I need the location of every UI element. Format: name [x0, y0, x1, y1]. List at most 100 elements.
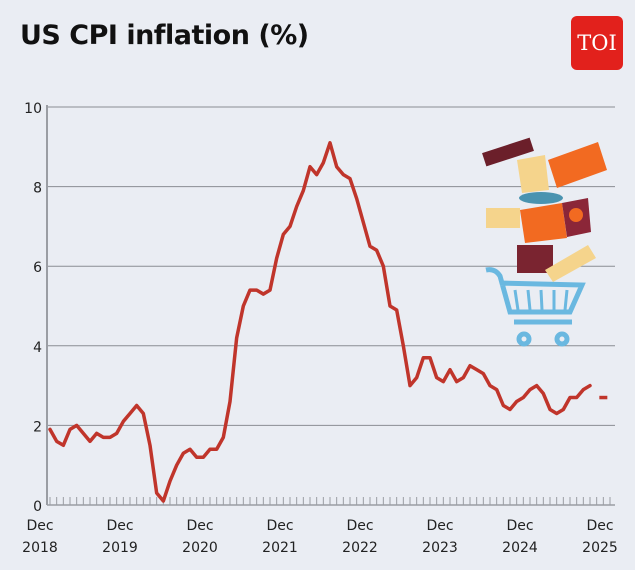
y-tick-label: 0 — [33, 499, 42, 515]
x-tick-label-month: Dec — [186, 518, 213, 534]
data-point — [422, 356, 425, 359]
data-point — [235, 336, 238, 339]
x-tick-label-year: 2021 — [262, 540, 298, 556]
data-point — [535, 384, 538, 387]
data-point — [149, 444, 152, 447]
data-point — [415, 376, 418, 379]
y-tick-label: 4 — [33, 340, 42, 356]
data-point — [389, 305, 392, 308]
data-point — [495, 388, 498, 391]
data-point — [255, 289, 258, 292]
data-point — [269, 289, 272, 292]
box-icon — [486, 208, 520, 228]
data-point — [95, 432, 98, 435]
data-point — [355, 197, 358, 200]
data-point — [309, 165, 312, 168]
data-point — [475, 368, 478, 371]
data-point — [162, 500, 165, 503]
x-tick-label-month: Dec — [266, 518, 293, 534]
data-point — [202, 456, 205, 459]
data-point — [575, 396, 578, 399]
data-point — [382, 265, 385, 268]
data-point — [395, 308, 398, 311]
x-tick-label-month: Dec — [586, 518, 613, 534]
data-point — [135, 404, 138, 407]
data-point — [462, 376, 465, 379]
cpi-series-line — [48, 141, 592, 503]
data-point — [189, 448, 192, 451]
data-point — [342, 173, 345, 176]
data-point — [435, 376, 438, 379]
data-point — [175, 464, 178, 467]
shopping-cart-illustration — [482, 137, 607, 347]
x-tick-label-month: Dec — [426, 518, 453, 534]
box-icon — [517, 245, 553, 273]
package-icon — [548, 142, 607, 188]
x-tick-label-month: Dec — [346, 518, 373, 534]
data-point — [229, 400, 232, 403]
y-tick-label: 8 — [33, 181, 42, 197]
data-point — [122, 420, 125, 423]
data-point — [49, 428, 52, 431]
data-point — [515, 400, 518, 403]
x-tick-label-month: Dec — [106, 518, 133, 534]
x-tick-label-year: 2022 — [342, 540, 378, 556]
data-point — [182, 452, 185, 455]
data-point — [222, 436, 225, 439]
x-tick-label-month: Dec — [506, 518, 533, 534]
data-point — [289, 225, 292, 228]
data-point — [329, 141, 332, 144]
x-tick-label-month: Dec — [26, 518, 53, 534]
box-icon — [545, 245, 596, 282]
x-tick-label-year: 2019 — [102, 540, 138, 556]
data-point — [102, 436, 105, 439]
data-point — [582, 388, 585, 391]
data-point — [242, 305, 245, 308]
data-point — [489, 384, 492, 387]
data-point — [335, 165, 338, 168]
data-point — [249, 289, 252, 292]
data-point — [555, 412, 558, 415]
y-tick-label: 6 — [33, 260, 42, 276]
data-point — [362, 221, 365, 224]
x-tick-label-year: 2023 — [422, 540, 458, 556]
data-point — [129, 412, 132, 415]
gift-box-icon — [482, 137, 534, 167]
data-point — [322, 161, 325, 164]
data-point — [589, 384, 592, 387]
data-point — [82, 432, 85, 435]
data-point — [562, 408, 565, 411]
disc-icon — [519, 192, 563, 204]
data-point — [502, 404, 505, 407]
data-point — [89, 440, 92, 443]
chart-title: US CPI inflation (%) — [20, 20, 309, 51]
data-point — [429, 356, 432, 359]
data-point — [69, 428, 72, 431]
x-tick-label-year: 2025 — [582, 540, 618, 556]
data-point — [282, 233, 285, 236]
x-tick-label-year: 2020 — [182, 540, 218, 556]
y-tick-label: 2 — [33, 419, 42, 435]
cart-icon — [485, 267, 586, 347]
package-icon — [520, 203, 567, 243]
data-point — [209, 448, 212, 451]
data-point — [522, 396, 525, 399]
data-point — [469, 364, 472, 367]
data-point — [602, 396, 605, 399]
data-point — [455, 380, 458, 383]
y-tick-label: 10 — [24, 101, 42, 117]
data-point — [295, 205, 298, 208]
data-point — [302, 189, 305, 192]
data-point — [215, 448, 218, 451]
data-point — [275, 257, 278, 260]
data-point — [369, 245, 372, 248]
data-point — [62, 444, 65, 447]
data-point — [349, 177, 352, 180]
data-point — [542, 392, 545, 395]
data-point — [155, 492, 158, 495]
data-point — [569, 396, 572, 399]
data-point — [75, 424, 78, 427]
data-point — [442, 380, 445, 383]
data-point — [109, 436, 112, 439]
